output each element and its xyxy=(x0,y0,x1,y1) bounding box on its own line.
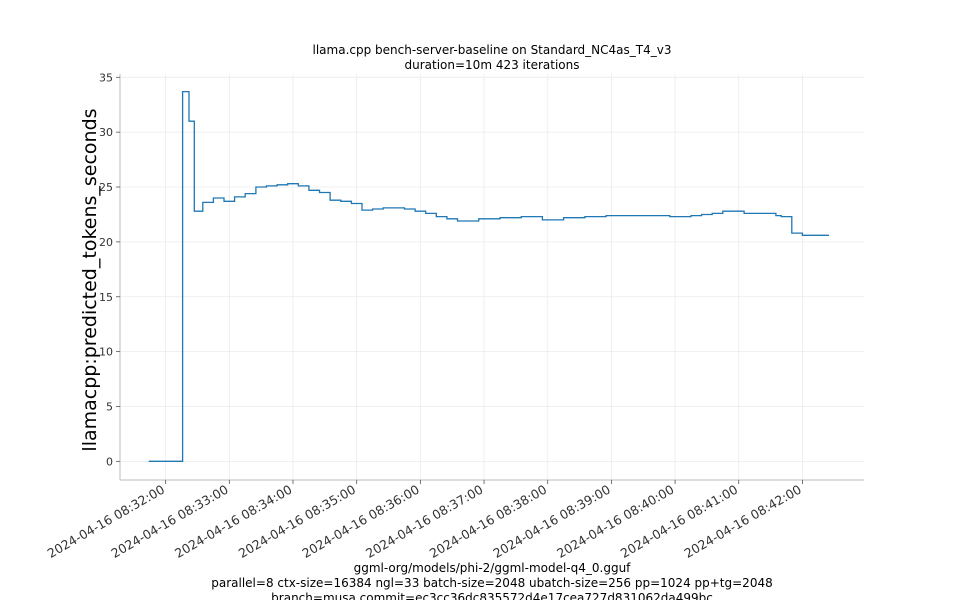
y-tick-label: 5 xyxy=(106,400,113,413)
y-tick-label: 15 xyxy=(99,291,113,304)
x-tick-label: 2024-04-16 08:42:00 xyxy=(681,482,804,561)
y-tick-label: 25 xyxy=(99,181,113,194)
x-tick-label: 2024-04-16 08:34:00 xyxy=(172,482,295,561)
y-axis-label: llamacpp:predicted_tokens_seconds xyxy=(79,108,101,451)
series-group xyxy=(148,90,829,462)
x-tick-label: 2024-04-16 08:38:00 xyxy=(427,482,550,561)
axes xyxy=(119,74,864,481)
x-tick-label: 2024-04-16 08:36:00 xyxy=(299,482,422,561)
series-line xyxy=(148,90,829,462)
x-tick-label: 2024-04-16 08:37:00 xyxy=(363,482,486,561)
y-tick-label: 10 xyxy=(99,346,113,359)
y-tick-label: 0 xyxy=(106,455,113,468)
y-tick-label: 30 xyxy=(99,126,113,139)
x-axis-label-model: ggml-org/models/phi-2/ggml-model-q4_0.gg… xyxy=(354,561,632,575)
y-axis-ticks: 0 5 10 15 20 25 30 35 xyxy=(99,71,120,468)
x-tick-label: 2024-04-16 08:40:00 xyxy=(554,482,677,561)
chart-subtitle: duration=10m 423 iterations xyxy=(405,58,580,72)
x-tick-label: 2024-04-16 08:35:00 xyxy=(236,482,359,561)
x-tick-label: 2024-04-16 08:33:00 xyxy=(108,482,231,561)
x-tick-label: 2024-04-16 08:39:00 xyxy=(490,482,613,561)
y-tick-label: 20 xyxy=(99,236,113,249)
chart-title: llama.cpp bench-server-baseline on Stand… xyxy=(313,43,672,57)
gridlines xyxy=(120,74,864,480)
x-tick-label: 2024-04-16 08:41:00 xyxy=(618,482,741,561)
y-tick-label: 35 xyxy=(99,71,113,84)
x-axis-label-branch: branch=musa commit=ec3cc36dc835572d4e17c… xyxy=(271,591,713,600)
x-axis-label-params: parallel=8 ctx-size=16384 ngl=33 batch-s… xyxy=(211,576,772,590)
x-tick-label: 2024-04-16 08:32:00 xyxy=(45,482,168,561)
